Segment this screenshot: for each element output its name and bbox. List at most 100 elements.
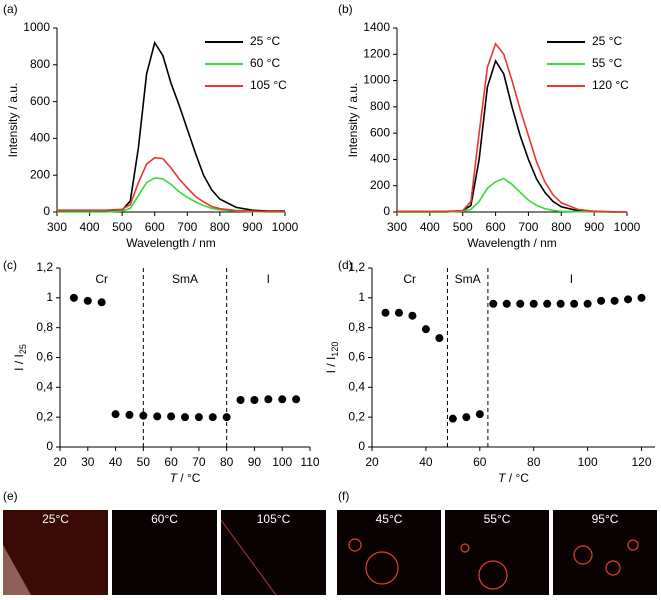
data-point — [502, 299, 511, 308]
micrograph-label: 25°C — [42, 512, 69, 526]
domain-outline — [605, 560, 621, 576]
micrograph — [553, 510, 657, 595]
micrograph-label: 55°C — [484, 512, 511, 526]
data-point — [83, 296, 92, 305]
panel-label: (c) — [3, 258, 17, 272]
y-tick-label: 0,8 — [348, 320, 365, 334]
x-axis-label: Wavelength / nm — [467, 236, 557, 250]
domain-outline — [627, 539, 639, 551]
micrograph — [112, 510, 217, 595]
data-point — [167, 412, 176, 421]
x-tick-label: 40 — [419, 455, 433, 469]
data-point — [292, 395, 301, 404]
x-tick-label: 800 — [551, 220, 571, 234]
x-tick-label: 80 — [220, 455, 234, 469]
x-tick-label: 300 — [47, 220, 67, 234]
data-point — [475, 410, 484, 419]
x-tick-label: 600 — [486, 220, 506, 234]
y-tick-label: 200 — [370, 178, 390, 192]
x-tick-label: 30 — [81, 455, 95, 469]
x-tick-label: 500 — [453, 220, 473, 234]
data-point — [69, 293, 78, 302]
data-point — [278, 395, 287, 404]
x-tick-label: 700 — [518, 220, 538, 234]
spectrum-line — [57, 40, 285, 212]
data-point — [236, 396, 245, 405]
x-tick-label: 50 — [137, 455, 151, 469]
data-point — [529, 299, 538, 308]
y-tick-label: 1 — [358, 290, 365, 304]
y-axis-subscript: 25 — [18, 344, 28, 354]
x-tick-label: 40 — [109, 455, 123, 469]
x-tick-label: 400 — [80, 220, 100, 234]
legend-label: 25 °C — [250, 34, 280, 48]
x-tick-label: 70 — [192, 455, 206, 469]
spectrum-line — [57, 156, 286, 213]
y-axis-label: I / I120 — [324, 342, 340, 374]
y-axis-label: Intensity / a.u. — [6, 83, 20, 158]
panel-label: (f) — [338, 489, 349, 503]
y-tick-label: 400 — [370, 152, 390, 166]
legend-label: 105 °C — [250, 78, 287, 92]
y-tick-label: 600 — [370, 125, 390, 139]
phase-label: I — [570, 272, 573, 286]
data-point — [624, 295, 633, 304]
panel-label: (a) — [3, 2, 18, 16]
y-tick-label: 0 — [383, 204, 390, 218]
micrograph-label: 95°C — [592, 512, 619, 526]
y-tick-label: 800 — [30, 57, 50, 71]
domain-outline — [348, 538, 362, 552]
data-point — [381, 308, 390, 317]
data-point — [264, 395, 273, 404]
data-point — [448, 414, 457, 423]
legend-label: 120 °C — [592, 78, 629, 92]
y-tick-label: 0,4 — [348, 380, 365, 394]
data-point — [208, 413, 217, 422]
data-point — [181, 413, 189, 422]
panel-label: (e) — [3, 489, 18, 503]
spectrum-line — [57, 177, 285, 213]
x-tick-label: 20 — [365, 455, 379, 469]
data-point — [516, 299, 525, 308]
y-axis-label: I / I25 — [12, 344, 28, 371]
x-tick-label: 600 — [145, 220, 165, 234]
x-axis-variable: T — [498, 471, 507, 485]
y-tick-label: 0,6 — [348, 350, 365, 364]
x-tick-label: 300 — [387, 220, 407, 234]
data-point — [250, 396, 259, 405]
data-point — [570, 299, 579, 308]
data-point — [394, 308, 403, 317]
domain-outline — [573, 545, 593, 565]
y-tick-label: 0,2 — [36, 409, 53, 423]
micrograph-label: 60°C — [151, 512, 178, 526]
y-tick-label: 1,2 — [348, 260, 365, 274]
x-tick-label: 700 — [177, 220, 197, 234]
y-tick-label: 1000 — [363, 73, 390, 87]
y-tick-label: 1 — [46, 290, 53, 304]
data-point — [194, 413, 203, 422]
data-point — [111, 410, 120, 419]
x-tick-label: 100 — [578, 455, 598, 469]
micrograph-label: 105°C — [257, 512, 291, 526]
texture — [3, 545, 31, 595]
y-tick-label: 1400 — [363, 20, 390, 34]
data-point — [556, 299, 565, 308]
phase-label: I — [267, 272, 270, 286]
legend-label: 25 °C — [592, 34, 622, 48]
y-axis-main: I / I — [324, 357, 338, 374]
y-tick-label: 0,8 — [36, 320, 53, 334]
domain-outline — [460, 543, 470, 553]
y-tick-label: 400 — [30, 131, 50, 145]
x-tick-label: 500 — [112, 220, 132, 234]
data-point — [222, 413, 231, 422]
y-axis-subscript: 120 — [330, 342, 340, 357]
phase-label: SmA — [172, 272, 198, 286]
spectrum-line — [397, 177, 627, 213]
y-axis-label: Intensity / a.u. — [346, 83, 360, 158]
x-axis-label: T / °C — [498, 471, 529, 485]
y-tick-label: 600 — [30, 94, 50, 108]
micrograph-label: 45°C — [376, 512, 403, 526]
y-tick-label: 0,2 — [348, 409, 365, 423]
data-point — [583, 299, 592, 308]
phase-label: SmA — [455, 272, 481, 286]
